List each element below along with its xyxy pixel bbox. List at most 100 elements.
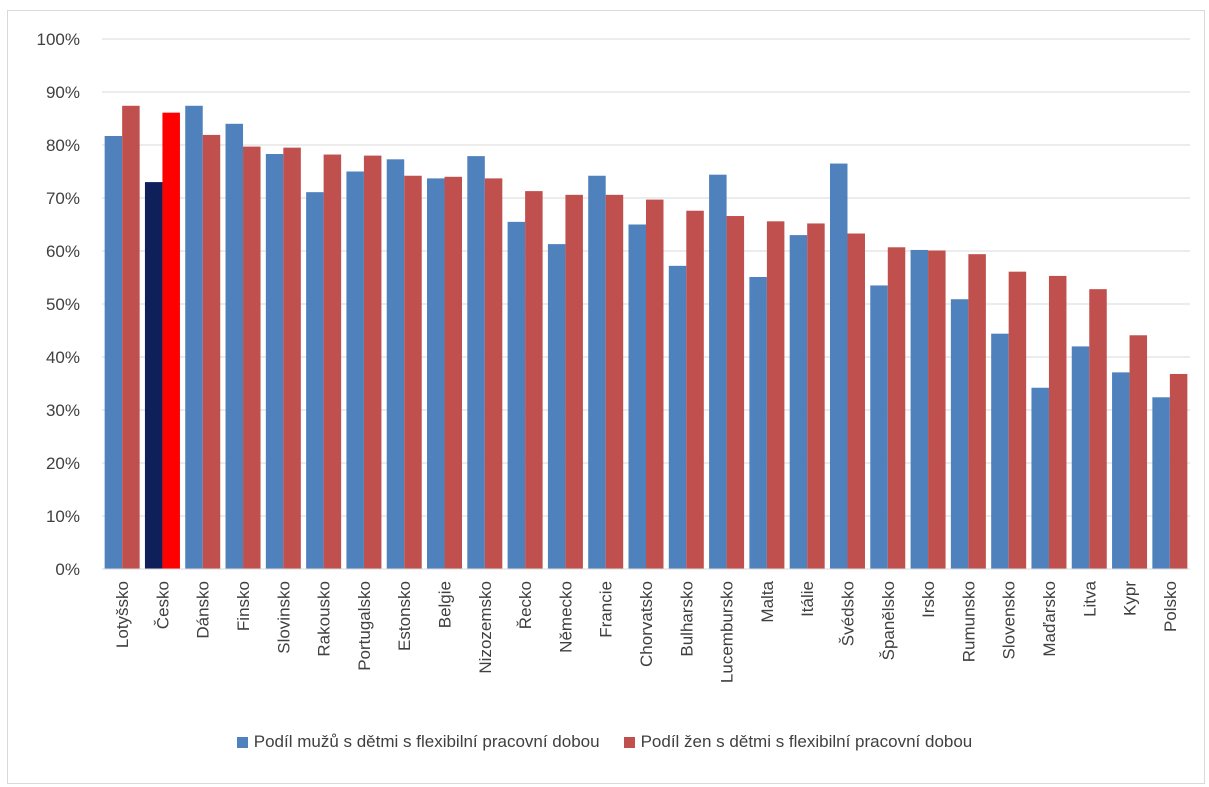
bar-women-22 bbox=[1008, 271, 1027, 569]
bar-men-15 bbox=[709, 174, 727, 569]
y-tick-label: 20% bbox=[46, 454, 80, 473]
x-tick-label: Slovensko bbox=[1000, 581, 1019, 659]
y-tick-label: 100% bbox=[37, 30, 80, 49]
bar-women-14 bbox=[686, 210, 704, 569]
bar-women-4 bbox=[283, 147, 301, 569]
bar-women-26 bbox=[1169, 373, 1188, 569]
bar-women-7 bbox=[404, 175, 422, 570]
x-tick-label: Nizozemsko bbox=[476, 581, 495, 674]
legend-swatch-women bbox=[623, 736, 635, 748]
bar-women-21 bbox=[968, 254, 986, 569]
bar-women-3 bbox=[243, 146, 261, 569]
legend-label-women: Podíl žen s dětmi s flexibilní pracovní … bbox=[640, 732, 973, 751]
bar-women-0 bbox=[122, 105, 140, 569]
bar-men-24 bbox=[1071, 346, 1090, 569]
bar-men-11 bbox=[547, 244, 566, 570]
bar-women-9 bbox=[484, 178, 503, 569]
x-tick-label: Německo bbox=[556, 581, 575, 653]
bar-men-0 bbox=[104, 135, 123, 570]
x-tick-label: Bulharsko bbox=[677, 581, 696, 657]
bar-men-4 bbox=[265, 154, 284, 569]
x-tick-label: Estonsko bbox=[395, 581, 414, 651]
bar-women-11 bbox=[565, 194, 583, 569]
legend-item-women: Podíl žen s dětmi s flexibilní pracovní … bbox=[623, 732, 973, 752]
y-tick-label: 0% bbox=[55, 560, 80, 579]
x-tick-label: Belgie bbox=[436, 581, 455, 628]
bar-men-14 bbox=[668, 265, 687, 569]
bar-women-23 bbox=[1048, 275, 1067, 569]
bar-women-25 bbox=[1129, 335, 1148, 569]
bar-men-2 bbox=[185, 105, 203, 569]
bar-men-18 bbox=[829, 163, 848, 570]
x-tick-label: Španělsko bbox=[879, 581, 898, 660]
x-tick-label: Kypr bbox=[1121, 581, 1140, 616]
y-tick-label: 10% bbox=[46, 507, 80, 526]
bar-men-5 bbox=[306, 192, 324, 570]
bar-women-20 bbox=[928, 250, 946, 569]
x-tick-label: Lotyšsko bbox=[113, 581, 132, 648]
bar-men-12 bbox=[588, 175, 606, 570]
legend-item-men: Podíl mužů s dětmi s flexibilní pracovní… bbox=[236, 732, 600, 752]
x-tick-label: Litva bbox=[1080, 580, 1099, 616]
x-tick-label: Švédsko bbox=[838, 581, 857, 646]
bar-women-18 bbox=[847, 233, 865, 569]
bar-men-17 bbox=[789, 235, 808, 569]
bar-men-3 bbox=[225, 123, 244, 570]
bar-women-17 bbox=[807, 223, 825, 569]
bar-women-2 bbox=[202, 134, 221, 569]
y-tick-label: 40% bbox=[46, 348, 80, 367]
x-tick-label: Rumunsko bbox=[959, 581, 978, 662]
x-tick-label: Maďarsko bbox=[1040, 581, 1059, 657]
x-tick-label: Dánsko bbox=[194, 581, 213, 639]
legend-label-men: Podíl mužů s dětmi s flexibilní pracovní… bbox=[253, 732, 600, 751]
y-tick-label: 60% bbox=[46, 242, 80, 261]
x-tick-label: Malta bbox=[758, 580, 777, 622]
x-tick-label: Slovinsko bbox=[274, 581, 293, 654]
bars bbox=[104, 105, 1188, 570]
x-tick-label: Itálie bbox=[798, 581, 817, 617]
bar-women-15 bbox=[726, 216, 745, 569]
y-tick-label: 50% bbox=[46, 295, 80, 314]
y-tick-label: 70% bbox=[46, 189, 80, 208]
bar-men-9 bbox=[467, 156, 485, 569]
bar-women-10 bbox=[525, 191, 543, 570]
bar-women-16 bbox=[766, 221, 785, 569]
bar-men-6 bbox=[346, 171, 364, 569]
bar-women-6 bbox=[363, 155, 382, 569]
y-axis: 0% 10% 20% 30% 40% 50% 60% 70% 80% 90% 100% bbox=[37, 30, 80, 579]
x-tick-label: Rakousko bbox=[315, 581, 334, 657]
bar-men-7 bbox=[386, 159, 405, 569]
x-tick-label: Česko bbox=[153, 581, 172, 629]
bar-men-13 bbox=[628, 224, 646, 569]
y-tick-label: 30% bbox=[46, 401, 80, 420]
bar-men-19 bbox=[870, 285, 888, 569]
bar-men-10 bbox=[507, 221, 526, 569]
bar-women-13 bbox=[646, 199, 664, 569]
bar-men-1 bbox=[144, 182, 163, 569]
bar-men-21 bbox=[950, 299, 969, 569]
bar-men-25 bbox=[1112, 372, 1130, 569]
bar-women-8 bbox=[444, 176, 463, 570]
y-tick-label: 90% bbox=[46, 83, 80, 102]
legend: Podíl mužů s dětmi s flexibilní pracovní… bbox=[0, 732, 1209, 752]
bar-men-22 bbox=[991, 333, 1009, 569]
bar-men-16 bbox=[749, 276, 767, 569]
bar-women-1 bbox=[162, 112, 180, 570]
x-tick-label: Irsko bbox=[919, 581, 938, 618]
bar-men-20 bbox=[910, 249, 929, 569]
x-tick-label: Portugalsko bbox=[355, 581, 374, 671]
y-tick-label: 80% bbox=[46, 136, 80, 155]
bar-women-5 bbox=[323, 154, 342, 570]
bar-women-24 bbox=[1089, 289, 1107, 569]
legend-swatch-men bbox=[236, 736, 248, 748]
bar-women-19 bbox=[887, 247, 906, 570]
x-axis: Lotyšsko Česko Dánsko Finsko Slovinsko Rakous… bbox=[102, 568, 1190, 683]
x-tick-label: Lucembursko bbox=[718, 581, 737, 683]
x-tick-label: Finsko bbox=[234, 581, 253, 631]
x-tick-label: Řecko bbox=[516, 581, 535, 629]
bar-men-26 bbox=[1152, 397, 1170, 569]
x-tick-label: Chorvatsko bbox=[637, 581, 656, 667]
bar-women-12 bbox=[605, 194, 624, 569]
x-tick-label: Francie bbox=[597, 581, 616, 638]
